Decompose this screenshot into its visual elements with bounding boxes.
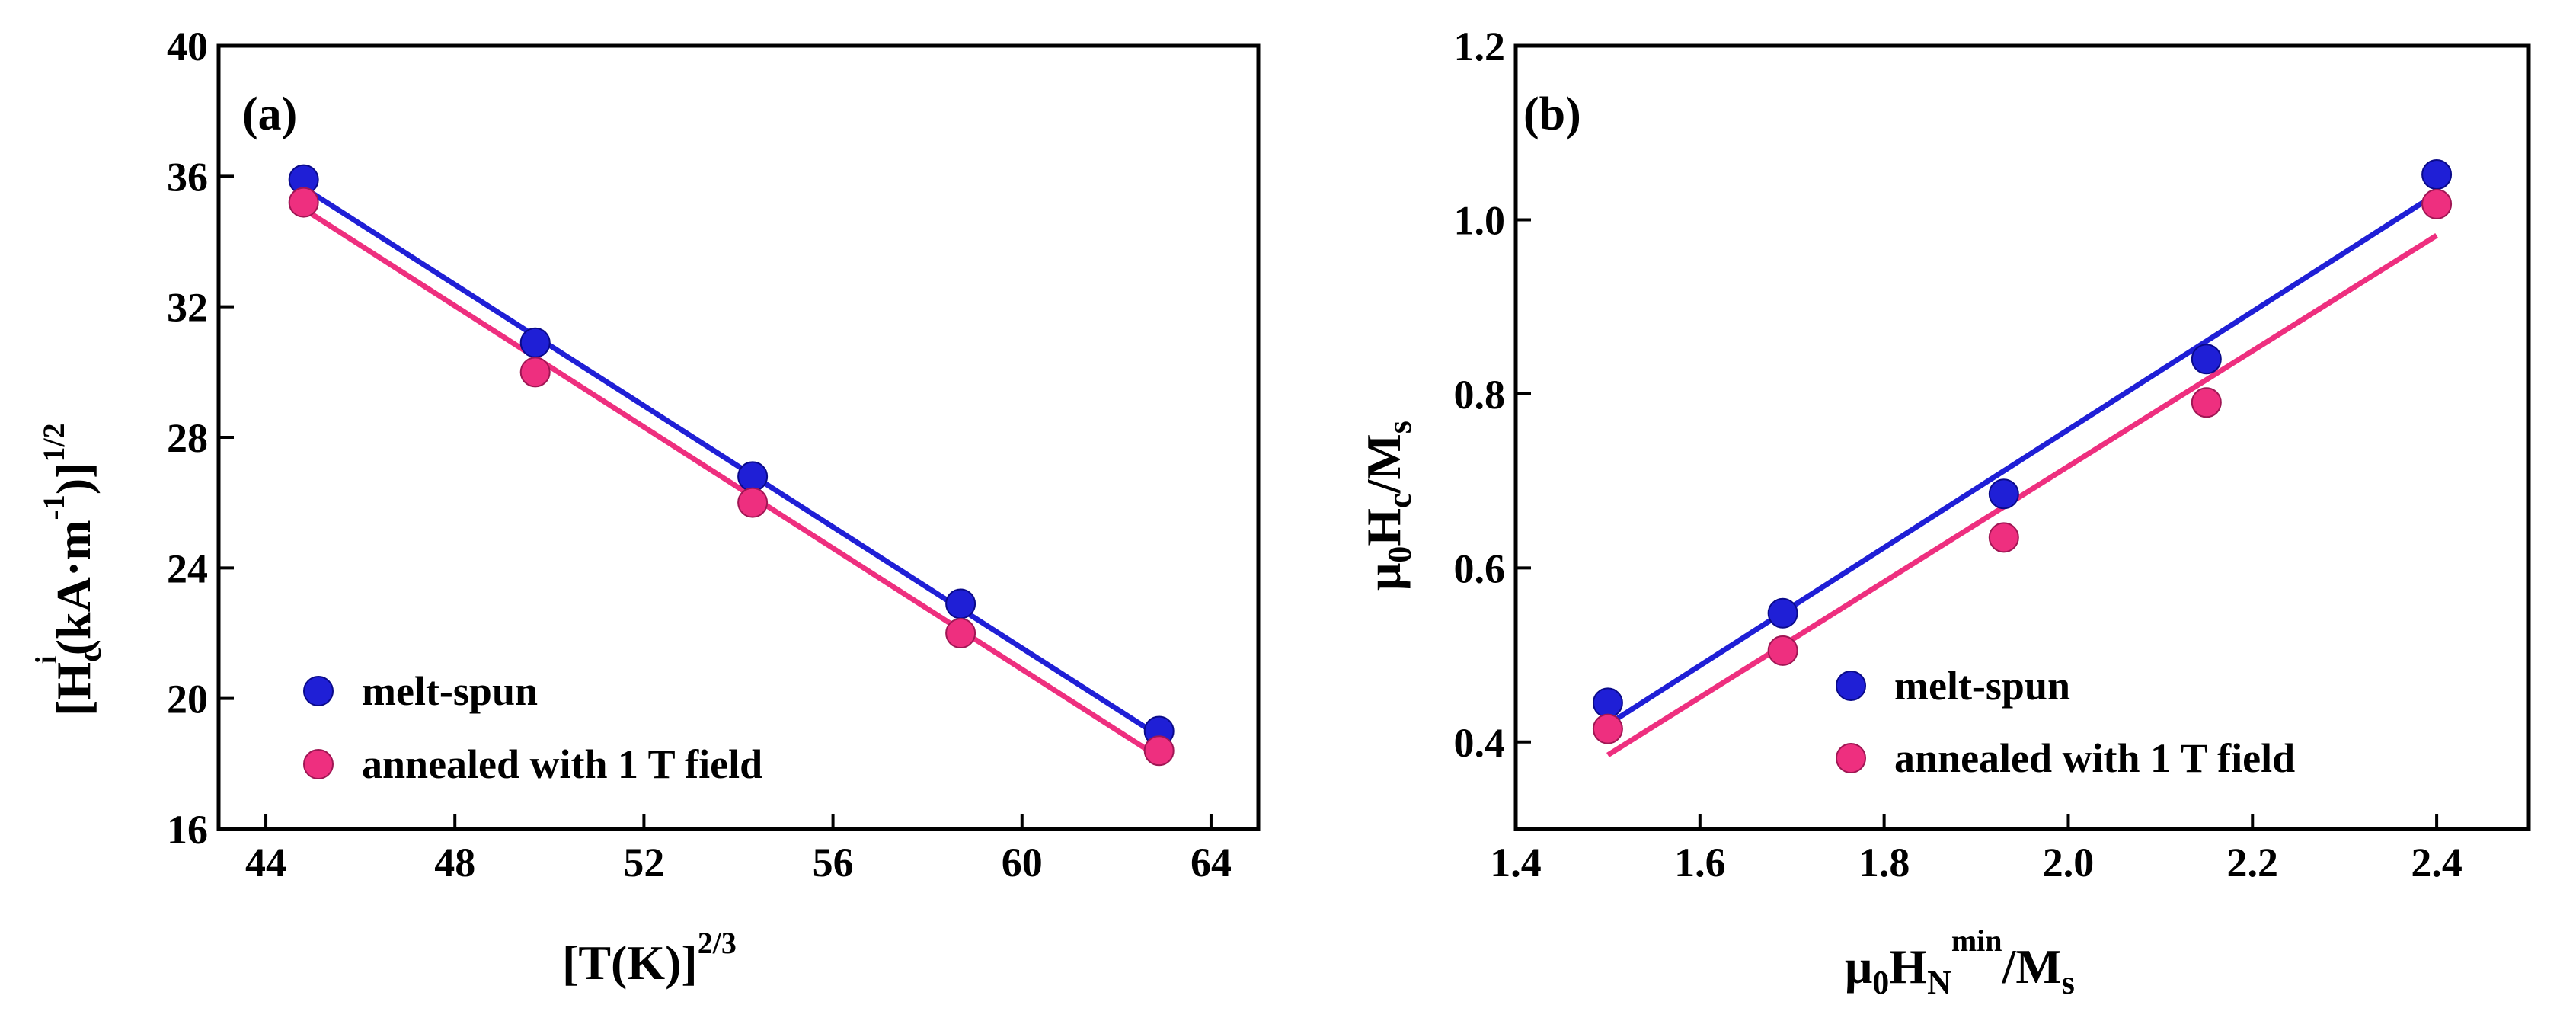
data-point-melt-spun-b <box>2421 159 2453 190</box>
x-tick-label-b: 2.2 <box>2227 840 2279 885</box>
x-tick-label-b: 1.8 <box>1858 840 1910 885</box>
legend-marker-annealed-b <box>1836 743 1866 773</box>
y-tick-label-a: 28 <box>167 415 208 461</box>
x-tick-label-b: 2.4 <box>2411 840 2463 885</box>
legend-label-annealed-b: annealed with 1 T field <box>1894 735 2295 781</box>
fit-line-annealed-b <box>1606 233 2438 757</box>
panel-label-a: (a) <box>242 88 297 140</box>
data-point-annealed-a <box>288 187 319 218</box>
data-point-annealed-b <box>1767 635 1798 666</box>
y-tick-label-b: 0.6 <box>1454 546 1506 591</box>
legend-a: melt-spun annealed with 1 T field <box>303 668 762 787</box>
x-tick-label-a: 52 <box>623 840 664 885</box>
fit-line-annealed-a <box>302 206 1161 760</box>
x-tick-label-a: 64 <box>1191 840 1232 885</box>
legend-marker-melt-spun-a <box>303 676 334 706</box>
y-tick-label-b: 0.8 <box>1454 372 1506 418</box>
data-point-melt-spun-b <box>1592 687 1623 719</box>
data-point-annealed-a <box>519 357 551 388</box>
data-points-b <box>1592 159 2453 744</box>
panel-a: 44 48 52 56 60 64 16 20 24 28 32 36 40 (a) [T(K)]2/3… <box>29 24 1261 990</box>
y-axis-title-a: [Hci(kA·m-1)]1/2 <box>29 423 108 716</box>
data-point-annealed-b <box>1592 713 1623 744</box>
legend-label-melt-spun-b: melt-spun <box>1894 663 2070 709</box>
data-point-melt-spun-b <box>1767 597 1798 629</box>
data-point-annealed-a <box>737 487 769 518</box>
data-points-a <box>288 164 1175 767</box>
data-point-annealed-b <box>1988 522 2019 553</box>
fit-line-melt-spun-b <box>1606 191 2438 727</box>
x-tick-label-b: 1.4 <box>1490 840 1542 885</box>
legend-b: melt-spun annealed with 1 T field <box>1836 663 2295 781</box>
x-axis-title-b: μ0HNmin/Ms <box>1845 923 2075 1001</box>
data-point-annealed-b <box>2421 188 2453 219</box>
fit-line-melt-spun-a <box>302 185 1161 738</box>
y-tick-label-a: 20 <box>167 677 208 722</box>
x-tick-label-b: 1.6 <box>1674 840 1726 885</box>
y-tick-label-b: 1.2 <box>1454 24 1506 69</box>
axis-ticks-a: 44 48 52 56 60 64 16 20 24 28 32 36 40 <box>167 24 1232 885</box>
panel-label-b: (b) <box>1523 88 1581 140</box>
y-tick-label-b: 1.0 <box>1454 197 1506 243</box>
data-point-annealed-a <box>945 618 976 648</box>
y-tick-label-b: 0.4 <box>1454 720 1506 766</box>
axis-ticks-b: 1.4 1.6 1.8 2.0 2.2 2.4 0.4 0.6 0.8 1.0 1.2 <box>1454 24 2463 885</box>
data-point-annealed-a <box>1143 735 1175 767</box>
panel-b: 1.4 1.6 1.8 2.0 2.2 2.4 0.4 0.6 0.8 1.0 1.2 (b) μ0… <box>1357 24 2531 1001</box>
legend-label-melt-spun-a: melt-spun <box>362 668 538 714</box>
fit-lines-b <box>1606 191 2438 757</box>
x-tick-label-a: 60 <box>1002 840 1043 885</box>
y-tick-label-a: 24 <box>167 546 208 591</box>
data-point-melt-spun-a <box>945 588 976 619</box>
x-tick-label-b: 2.0 <box>2043 840 2095 885</box>
y-tick-label-a: 40 <box>167 24 208 69</box>
data-point-melt-spun-a <box>519 327 551 358</box>
x-axis-title-a: [T(K)]2/3 <box>562 926 737 990</box>
y-axis-title-b: μ0Hc/Ms <box>1357 421 1418 591</box>
data-point-annealed-b <box>2191 387 2222 418</box>
fit-lines-a <box>302 185 1161 760</box>
plot-frame-b <box>1513 43 2531 831</box>
legend-marker-annealed-a <box>303 749 334 779</box>
y-tick-label-a: 16 <box>167 807 208 853</box>
data-point-melt-spun-b <box>2191 344 2222 375</box>
data-point-melt-spun-b <box>1988 478 2019 510</box>
x-tick-label-a: 56 <box>813 840 854 885</box>
x-tick-label-a: 48 <box>434 840 475 885</box>
legend-marker-melt-spun-b <box>1836 671 1866 701</box>
y-tick-label-a: 32 <box>167 285 208 331</box>
legend-label-annealed-a: annealed with 1 T field <box>362 741 762 787</box>
x-tick-label-a: 44 <box>245 840 286 885</box>
data-point-melt-spun-a <box>737 461 769 492</box>
y-tick-label-a: 36 <box>167 154 208 200</box>
